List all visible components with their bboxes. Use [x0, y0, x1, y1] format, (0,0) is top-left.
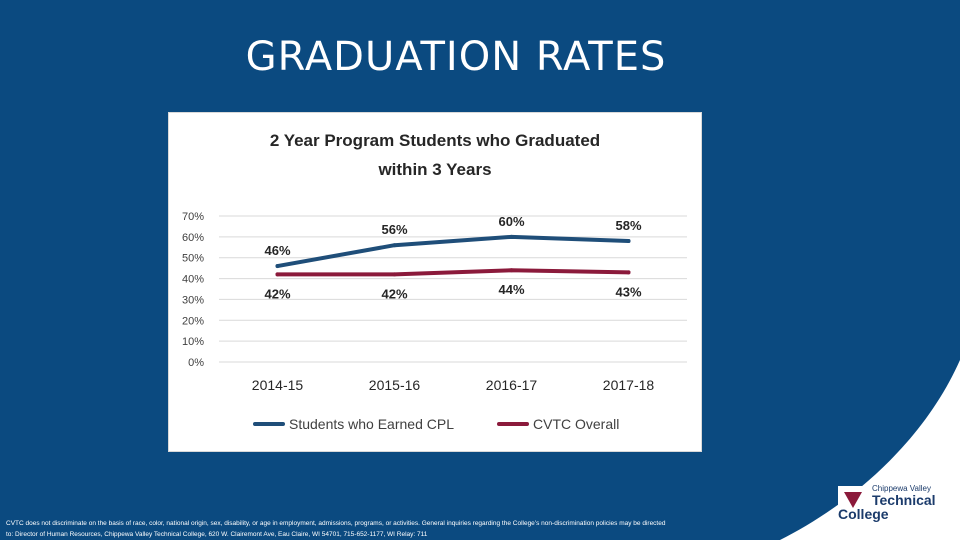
data-point [275, 272, 280, 277]
data-point [509, 234, 514, 239]
data-label: 43% [615, 284, 641, 299]
slide-title: GRADUATION RATES [245, 34, 667, 80]
data-label: 42% [264, 286, 290, 301]
legend-label: CVTC Overall [533, 416, 619, 432]
y-tick-label: 40% [182, 274, 204, 286]
y-tick-label: 20% [182, 315, 204, 327]
series-line [275, 234, 631, 269]
chart-title: 2 Year Program Students who Graduated [270, 131, 600, 150]
chart-title-line2: within 3 Years [377, 160, 491, 179]
y-tick-label: 0% [188, 357, 204, 369]
data-label: 60% [498, 214, 524, 229]
college-logo: Chippewa Valley Technical College [838, 484, 948, 522]
line-chart: 2 Year Program Students who Graduated wi… [168, 112, 702, 452]
data-label: 46% [264, 243, 290, 258]
data-point [626, 270, 631, 275]
logo-text-line1: Chippewa Valley [872, 484, 931, 493]
chart-svg: 2 Year Program Students who Graduated wi… [182, 131, 687, 432]
data-label: 56% [381, 222, 407, 237]
y-tick-label: 60% [182, 232, 204, 244]
data-point [626, 239, 631, 244]
data-point [392, 272, 397, 277]
y-tick-label: 50% [182, 253, 204, 265]
y-tick-label: 30% [182, 294, 204, 306]
logo-text-line2: Technical [872, 492, 936, 508]
legend-label: Students who Earned CPL [289, 416, 454, 432]
data-point [509, 268, 514, 273]
data-label: 44% [498, 282, 524, 297]
y-tick-label: 10% [182, 336, 204, 348]
x-tick-label: 2014-15 [252, 377, 304, 393]
data-label: 42% [381, 286, 407, 301]
x-tick-label: 2015-16 [369, 377, 421, 393]
series-line [275, 268, 631, 277]
x-tick-label: 2016-17 [486, 377, 538, 393]
disclaimer-text: CVTC does not discriminate on the basis … [6, 520, 666, 538]
data-point [275, 264, 280, 269]
x-tick-label: 2017-18 [603, 377, 655, 393]
logo-text-line3: College [838, 506, 889, 522]
data-label: 58% [615, 218, 641, 233]
data-point [392, 243, 397, 248]
y-tick-label: 70% [182, 211, 204, 223]
corner-swoosh [780, 360, 960, 540]
logo-mark-icon [838, 486, 868, 514]
